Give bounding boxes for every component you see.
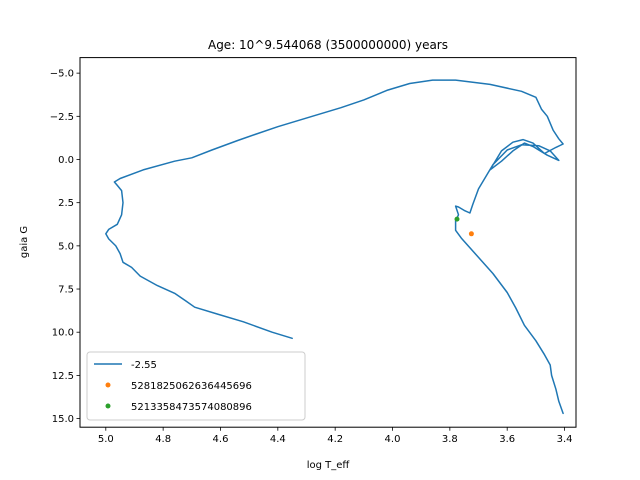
x-tick-label: 4.8 [155, 434, 171, 445]
chart-title: Age: 10^9.544068 (3500000000) years [208, 38, 448, 52]
y-tick-label: 0.0 [58, 155, 74, 166]
x-tick-label: 4.4 [270, 434, 286, 445]
x-tick-label: 4.2 [327, 434, 343, 445]
x-tick-label: 5.0 [98, 434, 114, 445]
x-axis: 5.0 4.8 4.6 4.4 4.2 4.0 3.8 3.6 3.4 [98, 427, 573, 445]
x-tick-label: 3.6 [499, 434, 515, 445]
y-tick-label: 2.5 [58, 198, 74, 209]
legend-entry-1-label: -2.55 [131, 360, 157, 371]
y-tick-label: 7.5 [58, 285, 74, 296]
legend-entry-2-label: 5281825062636445696 [131, 381, 252, 392]
legend-box [86, 351, 306, 421]
x-tick-label: 4.6 [213, 434, 229, 445]
x-axis-label: log T_eff [307, 460, 351, 471]
x-tick-label: 4.0 [385, 434, 401, 445]
legend-entry-3-label: 5213358473574080896 [131, 402, 252, 413]
x-tick-label: 3.8 [442, 434, 458, 445]
legend-orange-marker [105, 382, 111, 388]
legend: -2.55 5281825062636445696 52133584735740… [86, 351, 306, 421]
axes-frame [79, 57, 577, 428]
y-tick-label: 15.0 [52, 414, 74, 425]
plot-area [105, 79, 564, 415]
y-axis-label: gaia G [19, 226, 30, 258]
y-tick-label: −2.5 [50, 112, 74, 123]
y-tick-label: −5.0 [50, 69, 74, 80]
y-tick-label: 5.0 [58, 241, 74, 252]
y-tick-label: 12.5 [52, 371, 74, 382]
scatter-point-3-1 [454, 216, 460, 222]
y-axis: −5.0 −2.5 0.0 2.5 5.0 7.5 10.0 12.5 15.0 [50, 69, 80, 425]
scatter-point-2-1 [468, 231, 474, 237]
legend-green-marker [105, 403, 111, 409]
y-tick-label: 10.0 [52, 328, 74, 339]
x-tick-label: 3.4 [557, 434, 573, 445]
